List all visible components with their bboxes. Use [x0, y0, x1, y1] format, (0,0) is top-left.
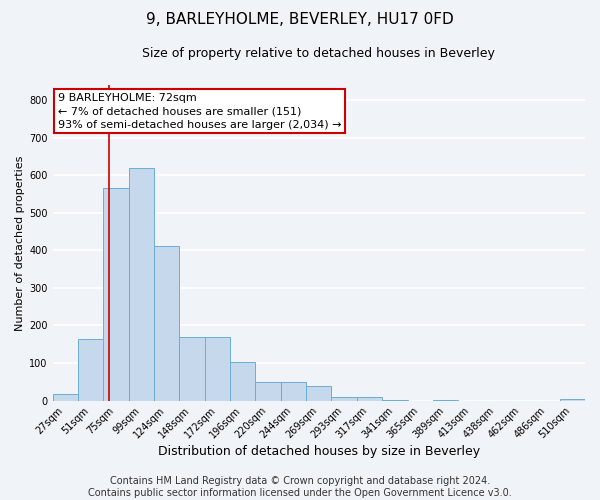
Bar	[281, 382, 306, 400]
Bar	[357, 397, 382, 400]
Text: Contains HM Land Registry data © Crown copyright and database right 2024.
Contai: Contains HM Land Registry data © Crown c…	[88, 476, 512, 498]
Bar	[179, 337, 205, 400]
Bar	[205, 337, 230, 400]
Bar	[560, 398, 585, 400]
Y-axis label: Number of detached properties: Number of detached properties	[15, 155, 25, 330]
Bar	[53, 394, 78, 400]
Bar	[230, 362, 256, 401]
Bar	[331, 397, 357, 400]
Bar	[128, 168, 154, 400]
Text: 9, BARLEYHOLME, BEVERLEY, HU17 0FD: 9, BARLEYHOLME, BEVERLEY, HU17 0FD	[146, 12, 454, 28]
Bar	[103, 188, 128, 400]
Bar	[154, 246, 179, 400]
Bar	[78, 338, 103, 400]
Bar	[306, 386, 331, 400]
Title: Size of property relative to detached houses in Beverley: Size of property relative to detached ho…	[142, 48, 495, 60]
Text: 9 BARLEYHOLME: 72sqm
← 7% of detached houses are smaller (151)
93% of semi-detac: 9 BARLEYHOLME: 72sqm ← 7% of detached ho…	[58, 93, 341, 130]
Bar	[256, 382, 281, 400]
X-axis label: Distribution of detached houses by size in Beverley: Distribution of detached houses by size …	[158, 444, 480, 458]
